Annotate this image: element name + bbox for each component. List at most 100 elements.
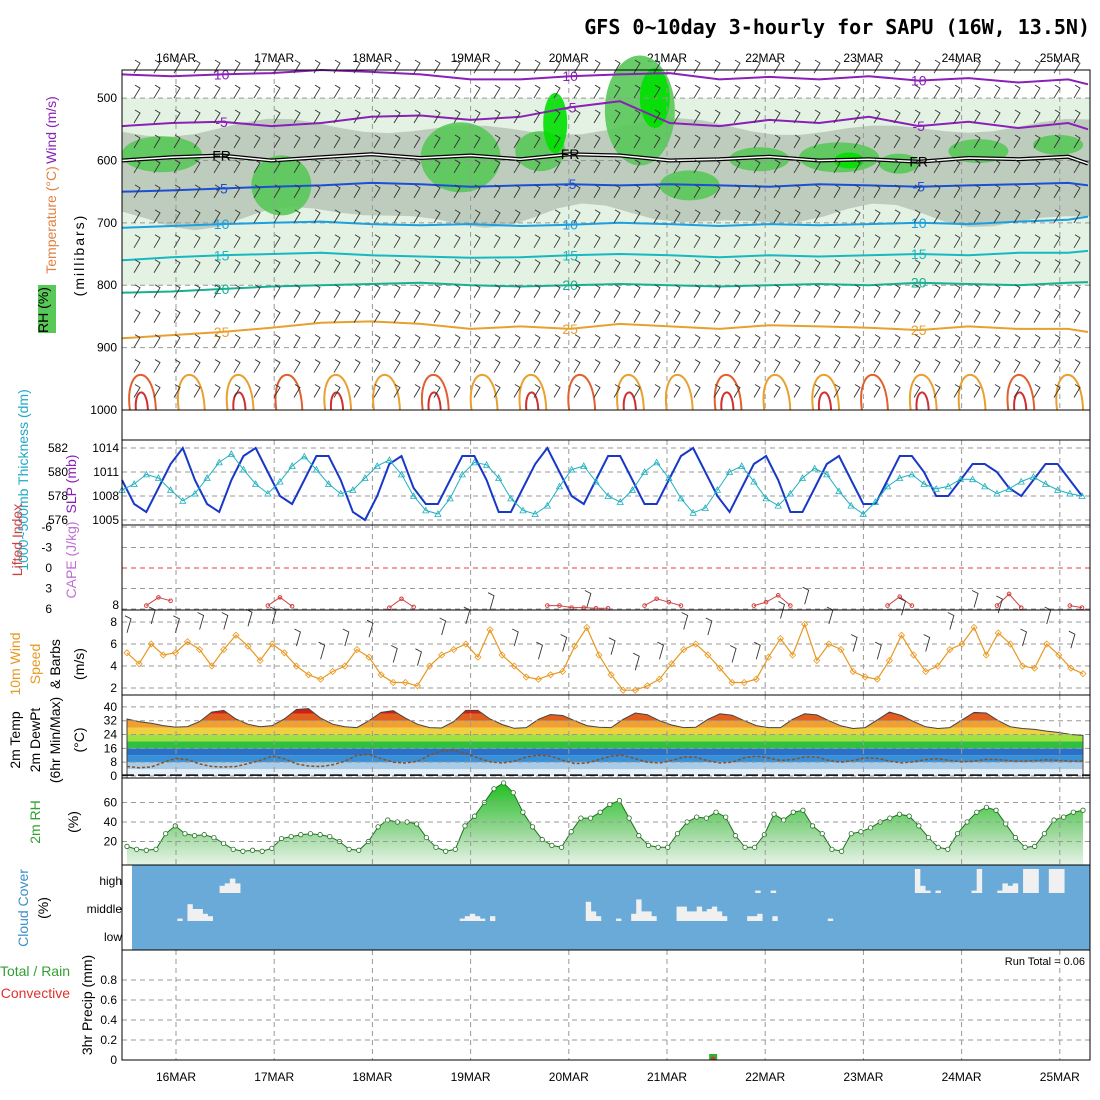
wind-barb (173, 284, 181, 298)
rh-point (790, 809, 796, 815)
y-tick-label: 0.2 (100, 1033, 117, 1047)
cloud-bar (219, 885, 226, 893)
wind-barb (993, 209, 1001, 224)
rh-point (462, 823, 468, 829)
wind-barb (778, 601, 786, 619)
wind-barb (493, 384, 501, 398)
wind-barb (633, 134, 641, 149)
wind-barb (433, 84, 441, 99)
wind-barb (933, 309, 941, 323)
rh-point (896, 811, 903, 817)
wind-barb (433, 284, 441, 298)
slp-tick: 1008 (92, 489, 119, 503)
li-point (994, 603, 1000, 608)
wind-barb (1073, 134, 1081, 149)
slp-label: SLP (mb) (63, 455, 79, 514)
wind-barb (833, 209, 841, 224)
rh-point (510, 790, 516, 796)
wind-barb (993, 234, 1001, 249)
thickness-point (300, 452, 308, 460)
wind-barb (833, 309, 841, 323)
wind-barb (753, 159, 761, 174)
rh-point (819, 831, 825, 837)
wind-speed-point (171, 649, 179, 657)
wind-barb (713, 184, 721, 199)
wind-barb (773, 334, 781, 348)
wind-barb (193, 334, 201, 348)
wind-barb (1033, 109, 1041, 124)
wind-barb (473, 259, 481, 273)
upper-rh-label: RH (%) (35, 287, 51, 333)
wind-barb (513, 309, 521, 323)
wind-barb (713, 359, 721, 373)
rh-blob (121, 136, 202, 173)
upper-temp-label: Temperature (°C) (43, 166, 59, 274)
thickness-point (154, 474, 163, 481)
wind-barb (813, 84, 821, 99)
wind-speed-point (922, 667, 930, 676)
wind-barb (253, 159, 261, 174)
wind-barb (473, 284, 481, 298)
wind-barb (473, 309, 481, 323)
rh-point (529, 824, 536, 830)
cloud-bar (1002, 883, 1008, 893)
wind-barb (793, 109, 801, 124)
rh-point (259, 848, 265, 854)
wind-barb (473, 109, 481, 124)
wind-barb (293, 184, 301, 199)
wind-barb (608, 637, 616, 655)
warm-contour (762, 373, 792, 411)
wind-barb (813, 309, 821, 323)
wind-barb (273, 159, 281, 174)
wind-barb (393, 109, 401, 124)
rh-point (626, 815, 632, 821)
rh-point (887, 815, 893, 821)
wind-barb (173, 359, 181, 373)
wind-barb (673, 134, 681, 149)
wind-barb (923, 634, 931, 652)
wind-barb (273, 84, 281, 99)
cloud-bar (585, 901, 592, 921)
wind-barb (993, 284, 1001, 298)
wind-barb (333, 334, 341, 348)
wind-speed-point (595, 651, 603, 659)
wind-speed-point (329, 667, 337, 676)
wind-barb (833, 109, 841, 124)
wind-barb (953, 134, 961, 149)
wind-speed-point (317, 675, 325, 683)
wind-barb (1053, 284, 1061, 298)
contour-label: -5 (564, 99, 577, 115)
contour-label: 20 (911, 275, 927, 291)
wind-barb (373, 209, 381, 224)
wind-barb (333, 359, 341, 373)
cloud-bar (827, 918, 834, 921)
wind-barb (293, 284, 301, 298)
wind-speed-point (704, 651, 712, 659)
y-tick-label: 60 (104, 795, 118, 809)
contour-label: -5 (215, 181, 228, 197)
wind-barb (453, 134, 461, 149)
wind-barb (673, 284, 681, 298)
wind-barb (693, 334, 701, 348)
wind-barb (633, 259, 641, 273)
wind-barb (573, 184, 581, 199)
wind-barb (493, 159, 501, 174)
wind-barb (233, 384, 241, 398)
hot-contour (720, 391, 735, 411)
wind-barb (657, 641, 664, 660)
precip-total-label: Total / Rain (0, 963, 70, 979)
wind-barb (673, 209, 681, 224)
wind-barb (293, 384, 301, 398)
bottom-date-labels: 16MAR 17MAR 18MAR 19MAR 20MAR 21MAR 22MAR 23MAR… (156, 1070, 1080, 1084)
wind-barb (453, 184, 461, 199)
wind-barb (613, 134, 621, 149)
wind-barb (273, 109, 281, 124)
wind-barb (850, 634, 858, 652)
wind-barb (713, 384, 721, 398)
wind-barb (353, 284, 361, 298)
wind-barb (973, 134, 981, 149)
thickness-point (628, 486, 637, 493)
wind-barb (653, 309, 661, 323)
thickness-tick: 576 (48, 513, 68, 527)
wind-barb (253, 84, 261, 99)
